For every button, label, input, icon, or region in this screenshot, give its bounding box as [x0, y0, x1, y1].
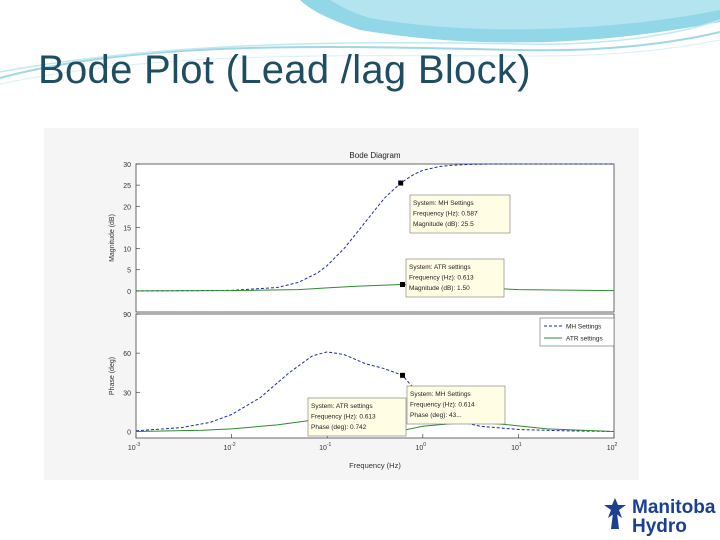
datatip-box: [406, 385, 506, 425]
datatip-text: Magnitude (dB): 25.5: [413, 221, 474, 228]
x-tick-exponent: -3: [136, 442, 141, 448]
y-tick-label: 10: [123, 247, 131, 254]
y-tick-label: 30: [123, 162, 131, 169]
x-tick-exponent: 0: [423, 442, 426, 448]
x-tick-exponent: -1: [327, 442, 332, 448]
datatip-text: Phase (deg): 43...: [410, 412, 462, 419]
x-tick-exponent: -2: [231, 442, 236, 448]
x-tick-label: 101: [511, 442, 522, 452]
slide-title: Bode Plot (Lead /lag Block): [38, 48, 531, 92]
y-tick-label: 0: [127, 429, 131, 436]
datatip-marker: [400, 372, 406, 378]
y-axis-label: Phase (deg): [109, 357, 116, 395]
datatip-text: Frequency (Hz): 0.613: [311, 414, 376, 421]
x-tick-label: 102: [607, 442, 618, 452]
x-tick-exponent: 2: [615, 442, 618, 448]
series-line-mh: [135, 163, 614, 292]
y-tick-label: 60: [123, 351, 131, 358]
datatip-box: [405, 258, 505, 298]
y-axis-label: Magnitude (dB): [109, 214, 116, 262]
legend-entry: MH Settings: [566, 324, 602, 331]
datatip-text: Magnitude (dB): 1.50: [409, 285, 470, 292]
datatip-text: System: MH Settings: [413, 200, 474, 207]
datatip-text: Phase (deg): 0.742: [311, 424, 367, 431]
datatip-text: System: MH Settings: [410, 391, 471, 398]
y-tick-label: 30: [123, 390, 131, 397]
y-tick-label: 25: [123, 183, 131, 190]
x-tick-label: 10-1: [319, 442, 331, 452]
chart-title: Bode Diagram: [349, 151, 400, 160]
plot-area: [135, 163, 615, 313]
x-tick-label: 10-2: [223, 442, 235, 452]
x-tick-label: 100: [416, 442, 427, 452]
y-tick-label: 5: [127, 268, 131, 275]
y-tick-label: 20: [123, 204, 131, 211]
datatip-box: [409, 194, 511, 234]
datatip-text: System: ATR settings: [409, 264, 471, 271]
manitoba-hydro-tower-icon: [604, 498, 626, 529]
header-swoosh: [0, 0, 720, 85]
datatip-marker: [399, 282, 405, 288]
series-line-mh: [135, 351, 615, 432]
datatip-text: Frequency (Hz): 0.587: [413, 211, 478, 218]
y-tick-label: 15: [123, 225, 131, 232]
datatip-text: Frequency (Hz): 0.614: [410, 402, 475, 409]
y-tick-label: 90: [123, 312, 131, 319]
brand-name-line2: Hydro: [632, 516, 687, 537]
brand-name-line1: Manitoba: [632, 497, 716, 518]
datatip-marker: [398, 180, 404, 186]
x-tick-exponent: 1: [519, 442, 522, 448]
legend-entry: ATR settings: [566, 336, 603, 343]
x-tick-label: 10-3: [128, 442, 140, 452]
legend-box: [539, 317, 615, 347]
y-tick-label: 0: [127, 289, 131, 296]
datatip-box: [307, 397, 407, 437]
datatip-text: Frequency (Hz): 0.613: [409, 275, 474, 282]
x-axis-label: Frequency (Hz): [349, 461, 401, 470]
datatip-text: System: ATR settings: [311, 403, 373, 410]
